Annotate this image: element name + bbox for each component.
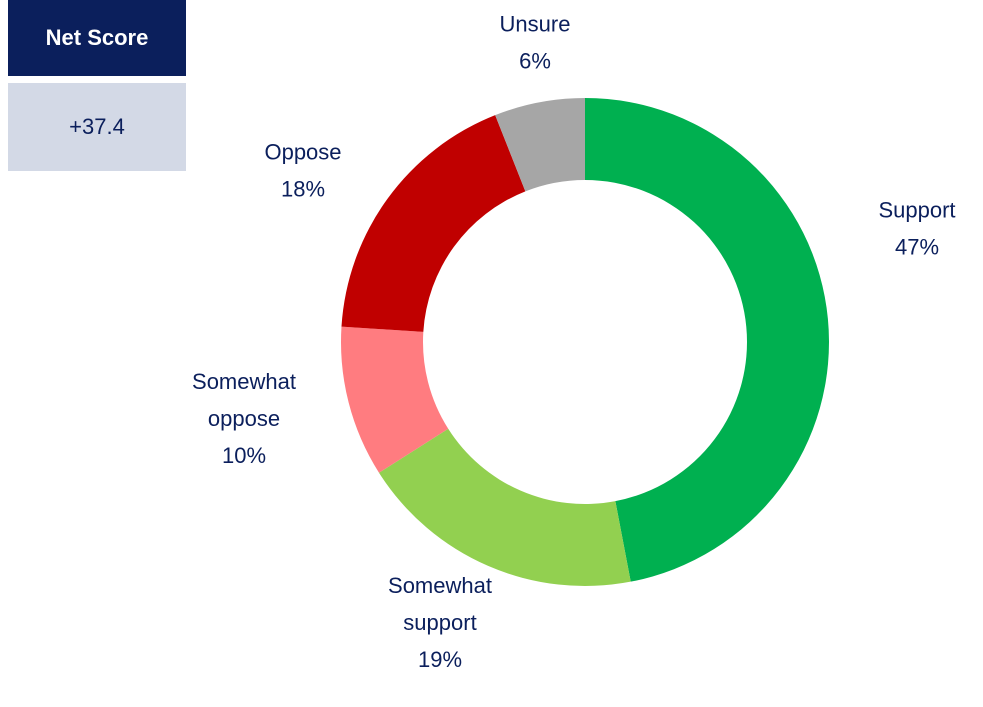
label-unsure: Unsure 6% <box>500 12 571 74</box>
label-line: oppose <box>208 406 280 431</box>
label-somewhat-oppose: Somewhat oppose 10% <box>192 369 296 468</box>
slice-support <box>585 98 829 582</box>
label-line: Unsure <box>500 12 571 37</box>
donut-slices <box>341 98 829 586</box>
net-score-value: +37.4 <box>8 83 186 171</box>
label-line: 10% <box>222 443 266 468</box>
label-line: support <box>403 610 476 635</box>
label-line: 6% <box>519 49 551 74</box>
label-line: Somewhat <box>388 573 492 598</box>
slice-oppose <box>341 115 526 332</box>
label-line: Support <box>878 198 955 223</box>
label-line: 19% <box>418 647 462 672</box>
net-score-box: Net Score +37.4 <box>8 0 186 171</box>
slice-somewhat-oppose <box>341 326 449 473</box>
label-line: 18% <box>281 177 325 202</box>
label-line: 47% <box>895 235 939 260</box>
slice-somewhat-support <box>378 428 631 586</box>
net-score-label: Net Score <box>8 0 186 76</box>
label-somewhat-support: Somewhat support 19% <box>388 573 492 672</box>
slice-unsure <box>495 98 585 192</box>
label-line: Somewhat <box>192 369 296 394</box>
donut-labels: Support 47% Somewhat support 19% Somewhat oppo… <box>192 12 956 673</box>
label-line: Oppose <box>264 140 341 165</box>
label-support: Support 47% <box>878 198 955 260</box>
label-oppose: Oppose 18% <box>264 140 341 202</box>
